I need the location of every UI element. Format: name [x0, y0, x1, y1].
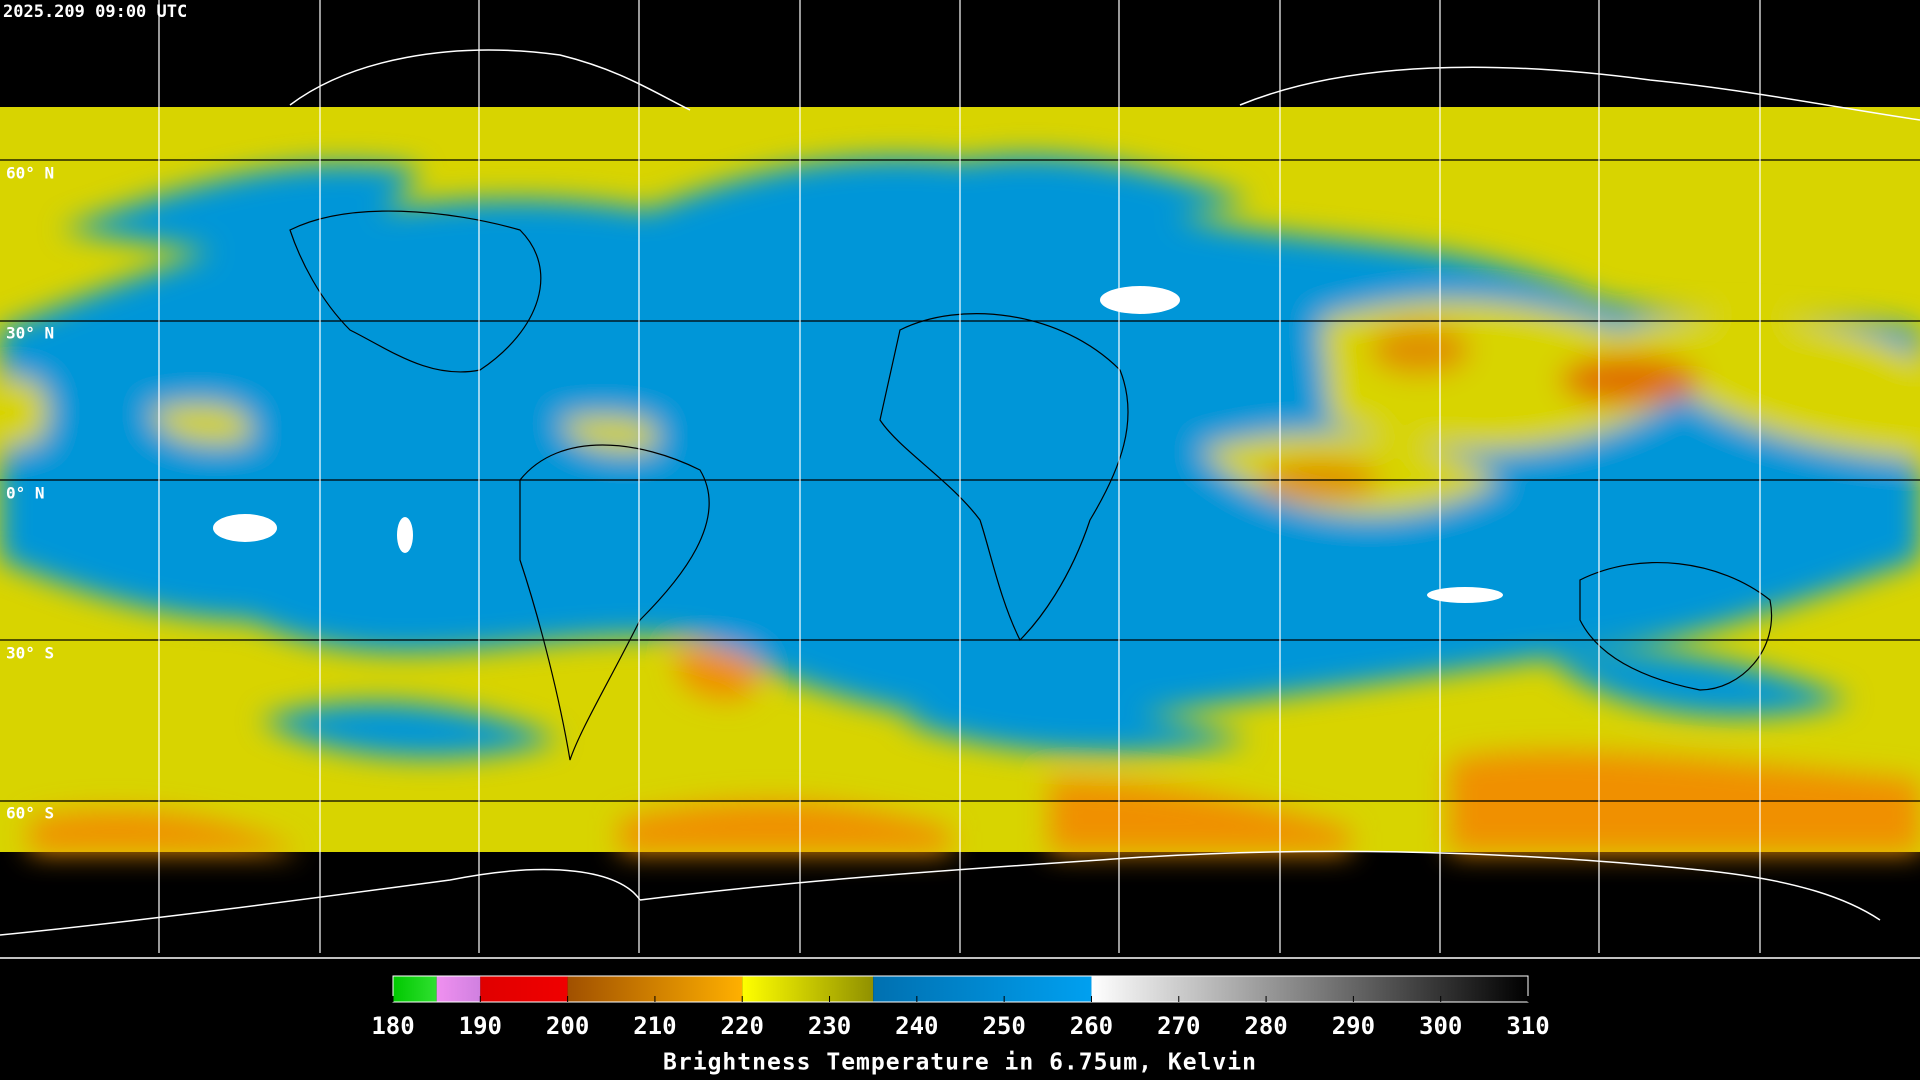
colorbar-segment — [393, 976, 437, 1002]
south-america — [519, 444, 710, 761]
colorbar: 180 190 200 210 220 230 240 250 260 270 280 290 300 3… — [371, 975, 1550, 1040]
latitude-label: 60° N — [6, 164, 54, 183]
latitude-label: 30° S — [6, 644, 54, 663]
africa — [879, 313, 1129, 642]
colorbar-tick-label: 310 — [1506, 1012, 1549, 1040]
colorbar-segment — [1091, 976, 1528, 1002]
warm-spot — [1427, 587, 1503, 603]
latitude-label: 30° N — [6, 324, 54, 343]
colorbar-tick-label: 230 — [808, 1012, 851, 1040]
longitude-lines — [158, 0, 1761, 953]
colorbar-tick-label: 270 — [1157, 1012, 1200, 1040]
north-america — [289, 210, 542, 373]
colorbar-tick-label: 250 — [982, 1012, 1025, 1040]
colorbar-segment — [436, 976, 481, 1002]
colorbar-segment — [742, 976, 874, 1002]
coastline — [1239, 66, 1920, 121]
colorbar-tick-label: 200 — [546, 1012, 589, 1040]
timestamp: 2025.209 09:00 UTC — [3, 2, 187, 22]
colorbar-tick-label: 210 — [633, 1012, 676, 1040]
colorbar-tick-label: 260 — [1070, 1012, 1113, 1040]
colorbar-segment — [480, 976, 568, 1002]
warm-spot — [1100, 286, 1180, 314]
colorbar-segment — [873, 976, 1092, 1002]
colorbar-tick-label: 300 — [1419, 1012, 1462, 1040]
latitude-label: 0° N — [6, 484, 45, 503]
colorbar-tick-label: 290 — [1332, 1012, 1375, 1040]
colorbar-tick-label: 190 — [459, 1012, 502, 1040]
colorbar-tick-label: 180 — [371, 1012, 414, 1040]
warm-spot — [397, 517, 413, 553]
coastline — [289, 49, 691, 111]
colorbar-tick-label: 280 — [1244, 1012, 1287, 1040]
coastline — [639, 850, 1881, 921]
australia — [1579, 561, 1773, 691]
land-outlines — [289, 210, 1773, 761]
warm-spot — [213, 514, 277, 542]
latitude-label: 60° S — [6, 804, 54, 823]
coastline — [0, 868, 641, 936]
colorbar-tick-label: 240 — [895, 1012, 938, 1040]
colorbar-frame — [392, 975, 1529, 1003]
colorbar-title: Brightness Temperature in 6.75um, Kelvin — [663, 1050, 1257, 1076]
coastlines — [0, 49, 1920, 936]
colorbar-tick-label: 220 — [721, 1012, 764, 1040]
